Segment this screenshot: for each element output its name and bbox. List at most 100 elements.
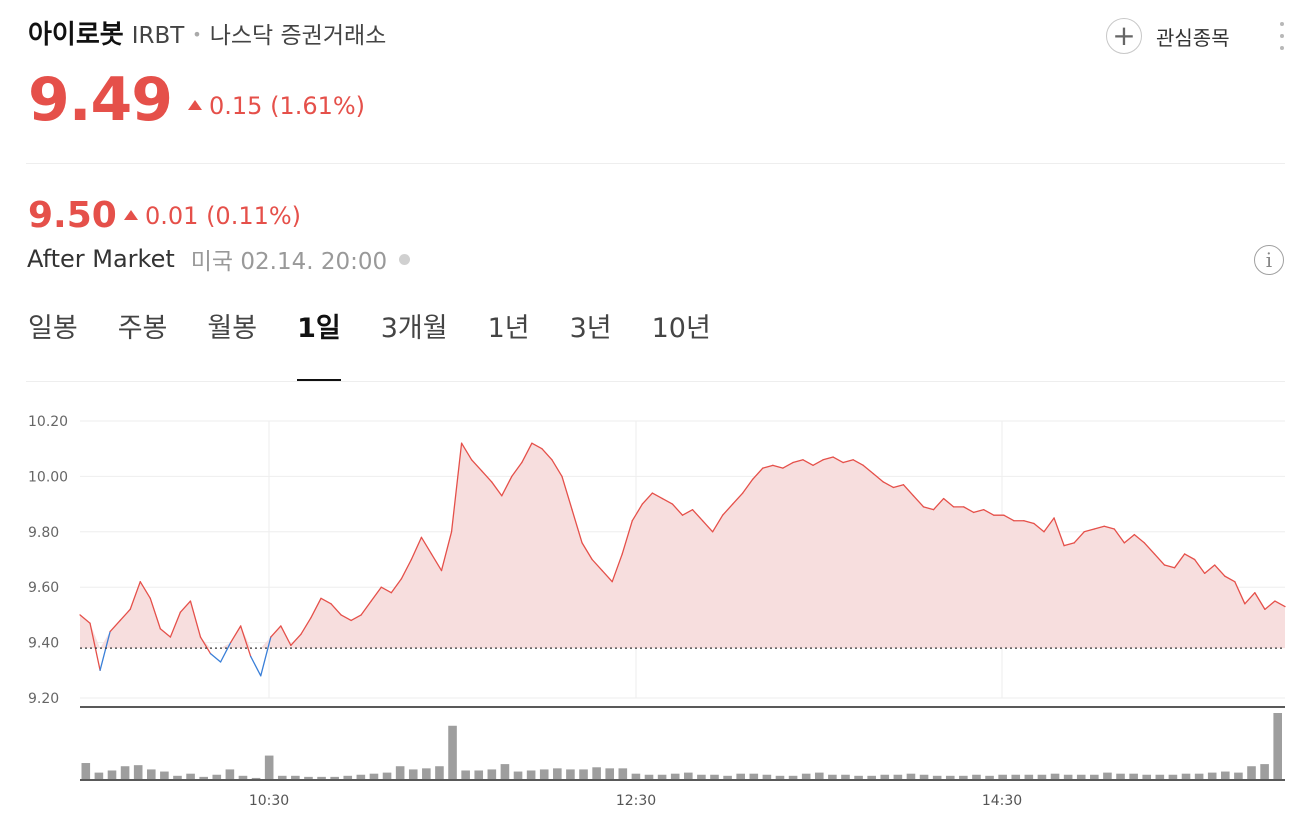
price-line-segment: [1163, 564, 1176, 569]
price-line-segment: [1173, 553, 1186, 569]
volume-bar: [1116, 773, 1125, 779]
price-line-segment: [1264, 600, 1276, 611]
more-menu-button[interactable]: [1272, 20, 1292, 52]
more-dots-icon: [1280, 46, 1284, 50]
price-line-segment: [1214, 564, 1226, 577]
x-tick-label: 14:30: [982, 793, 1022, 809]
price-line-segment: [742, 478, 754, 494]
price-line-segment: [631, 503, 643, 522]
price-line-segment: [1224, 575, 1236, 583]
price-line-segment: [571, 508, 583, 544]
price-line-segment: [360, 600, 372, 616]
intraday-price-chart[interactable]: 10.20 10.00 9.80 9.60 9.40 9.20 10:30 12…: [0, 395, 1300, 820]
volume-bar: [1155, 774, 1165, 779]
price-line-segment: [521, 442, 533, 464]
volume-bar: [291, 775, 300, 779]
price-line-segment: [350, 614, 362, 622]
volume-bar: [382, 772, 392, 779]
tab-3month[interactable]: 3개월: [380, 313, 448, 344]
price-line-segment: [822, 456, 834, 461]
volume-bar: [945, 775, 955, 779]
tab-1day[interactable]: 1일: [297, 306, 341, 382]
price-line-segment: [280, 625, 292, 647]
volume-bar: [723, 775, 732, 779]
volume-bar: [500, 764, 510, 779]
price-line-segment: [782, 461, 794, 469]
price-line-segment: [651, 492, 664, 500]
volume-bar: [1221, 771, 1230, 779]
volume-bar: [277, 775, 287, 779]
title-row: 아이로봇 IRBT • 나스닥 증권거래소: [28, 14, 386, 54]
volume-bar: [828, 774, 837, 779]
price-line-segment: [792, 459, 804, 464]
price-line-segment: [400, 558, 413, 580]
price-line-segment: [260, 636, 272, 677]
tab-1year[interactable]: 1년: [487, 313, 530, 344]
title-separator: •: [192, 25, 202, 44]
volume-bar: [461, 770, 470, 779]
volume-bar: [749, 773, 759, 779]
volume-bar: [618, 768, 628, 779]
price-line-segment: [973, 508, 985, 514]
volume-bar: [801, 773, 811, 779]
stock-exchange: 나스닥 증권거래소: [209, 23, 387, 49]
volume-bar: [212, 774, 222, 779]
price-line-segment: [691, 508, 704, 522]
volume-bars: [81, 713, 1282, 779]
volume-bar: [1024, 774, 1034, 779]
price-line-segment: [410, 536, 423, 561]
volume-bar: [526, 770, 536, 779]
price-line-segment: [330, 603, 342, 616]
volume-bar: [775, 775, 785, 779]
price-line-segment: [1073, 531, 1085, 544]
price-line-segment: [852, 459, 864, 466]
add-watchlist-button[interactable]: + 관심종목: [1106, 16, 1230, 56]
price-line-segment: [179, 600, 192, 613]
volume-bar: [1168, 774, 1178, 779]
price-line-segment: [450, 442, 463, 533]
price-line-segment: [119, 608, 131, 622]
volume-bar: [539, 769, 549, 779]
tab-3year[interactable]: 3년: [569, 313, 612, 344]
volume-bar: [186, 773, 195, 779]
volume-bar: [553, 768, 562, 779]
price-line: [79, 442, 1286, 677]
price-line-segment: [591, 558, 603, 572]
volume-bar: [893, 774, 903, 779]
price-line-segment: [420, 536, 433, 555]
price-line-segment: [199, 636, 212, 655]
info-icon[interactable]: i: [1254, 245, 1284, 275]
x-tick-label: 10:30: [249, 793, 289, 809]
price-line-segment: [902, 484, 915, 497]
after-market-price: 9.50: [28, 195, 117, 236]
y-tick-label: 9.20: [28, 691, 59, 707]
volume-bar: [841, 774, 850, 779]
price-line-segment: [1103, 525, 1115, 530]
volume-bar: [670, 773, 680, 779]
volume-bar: [369, 773, 379, 779]
price-line-segment: [551, 459, 563, 478]
volume-bar: [919, 774, 929, 779]
after-market-change-value: 0.01 (0.11%): [145, 202, 302, 230]
price-line-segment: [701, 520, 714, 533]
volume-bar: [435, 766, 444, 779]
tab-10year[interactable]: 10년: [651, 313, 711, 344]
price-line-segment: [440, 531, 453, 572]
tab-weekly[interactable]: 주봉: [117, 313, 168, 344]
volume-bar: [762, 774, 772, 779]
price-line-segment: [340, 614, 352, 622]
volume-bar: [474, 770, 484, 779]
tab-daily[interactable]: 일봉: [28, 313, 78, 344]
volume-bar: [932, 775, 942, 779]
price-line-segment: [1003, 514, 1015, 522]
price-line-segment: [611, 553, 623, 583]
price-line-segment: [872, 472, 884, 483]
price-line-segment: [1063, 542, 1075, 547]
volume-bar: [487, 769, 497, 779]
tab-monthly[interactable]: 월봉: [207, 313, 258, 344]
volume-bar: [1076, 774, 1086, 779]
price-line-segment: [1274, 600, 1286, 608]
period-tabs: 일봉 주봉 월봉 1일 3개월 1년 3년 10년: [28, 306, 751, 382]
price-line-segment: [1033, 522, 1045, 533]
volume-bar: [814, 772, 824, 779]
